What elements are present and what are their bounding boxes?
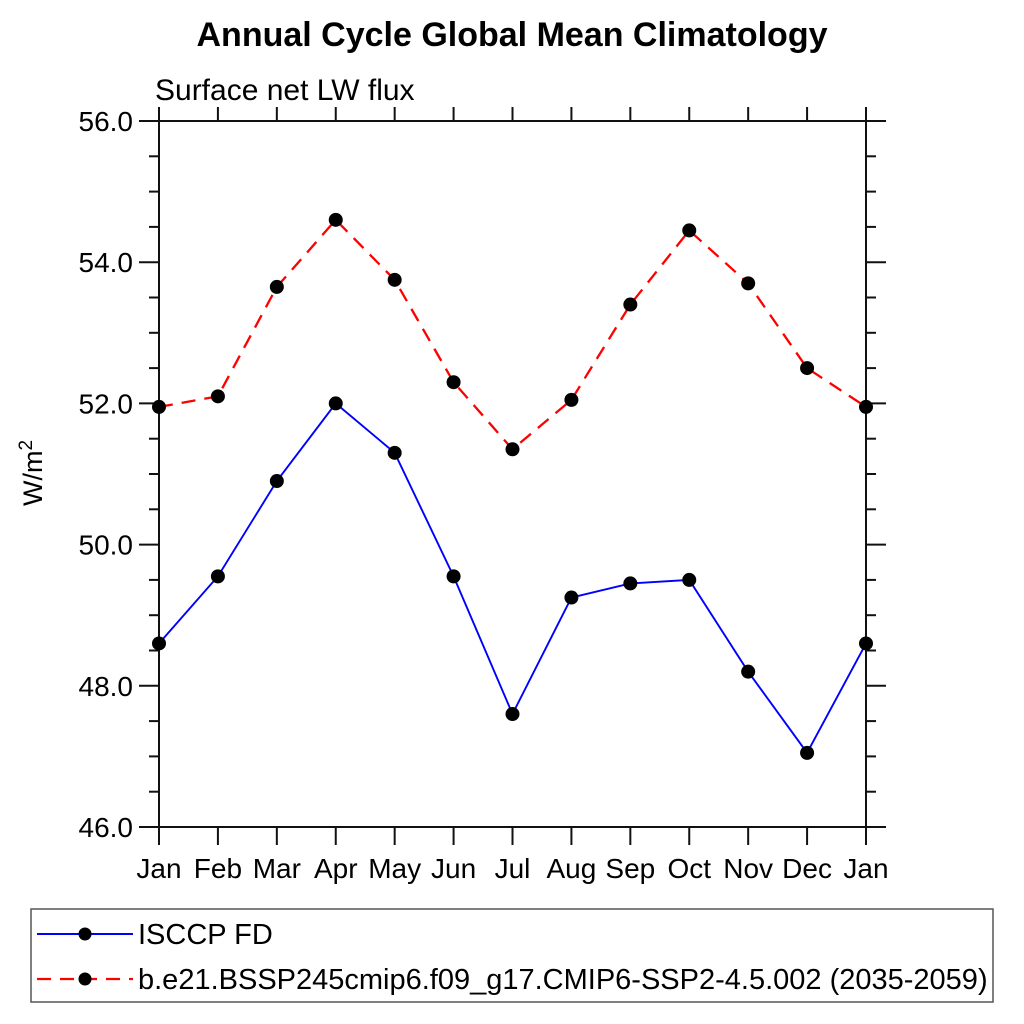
x-tick-label: Jan (843, 853, 888, 884)
data-point-marker (682, 223, 697, 238)
x-tick-label: Sep (605, 853, 655, 884)
x-tick-label: Oct (667, 853, 711, 884)
x-tick-label: Aug (547, 853, 597, 884)
x-tick-labels: Jan Feb Mar Apr May Jun Jul Aug Sep Oct Nov Dec Jan (136, 853, 888, 884)
data-point-marker (387, 445, 402, 460)
plot-frame (158, 120, 867, 828)
data-point-marker (859, 636, 873, 651)
data-point-marker (682, 572, 697, 587)
x-tick-label: Jan (136, 853, 181, 884)
data-point-marker (387, 272, 402, 287)
y-tick-labels: 46.0 48.0 50.0 52.0 54.0 56.0 (79, 106, 134, 843)
series-line-1 (158, 218, 867, 451)
data-point-marker (446, 569, 461, 584)
x-tick-label: Jul (495, 853, 531, 884)
y-axis-label: W/m2 (16, 440, 48, 506)
y-tick-label: 48.0 (79, 671, 134, 702)
data-point-marker (564, 392, 579, 407)
x-tick-label: Mar (253, 853, 301, 884)
legend-marker (78, 927, 92, 941)
data-point-marker (623, 576, 638, 591)
x-tick-label: May (368, 853, 421, 884)
data-point-marker (741, 664, 756, 679)
data-point-marker (564, 590, 579, 605)
y-tick-label: 52.0 (79, 388, 134, 419)
data-point-marker (859, 399, 873, 414)
data-point-marker (446, 375, 461, 390)
data-point-marker (152, 399, 166, 414)
x-tick-label: Apr (314, 853, 358, 884)
legend-marker (78, 972, 92, 986)
data-point-marker (623, 297, 638, 312)
data-point-marker (800, 361, 815, 376)
x-tick-label: Feb (194, 853, 242, 884)
plot-frame-group (158, 120, 867, 828)
y-tick-label: 56.0 (79, 106, 134, 137)
data-point-marker (505, 442, 520, 457)
legend-label: ISCCP FD (138, 919, 273, 951)
chart-title: Annual Cycle Global Mean Climatology (197, 16, 828, 54)
legend-box (30, 908, 994, 1003)
data-point-marker (210, 389, 225, 404)
data-point-marker (269, 279, 284, 294)
axis-ticks-group (139, 107, 886, 845)
data-point-marker (328, 212, 343, 227)
data-point-marker (210, 569, 225, 584)
data-point-marker (328, 396, 343, 411)
x-tick-label: Jun (431, 853, 476, 884)
y-tick-label: 54.0 (79, 247, 134, 278)
data-point-marker (741, 276, 756, 291)
data-point-marker (152, 636, 166, 651)
data-point-marker (800, 745, 815, 760)
y-tick-label: 50.0 (79, 530, 134, 561)
data-point-marker (269, 474, 284, 489)
y-tick-label: 46.0 (79, 812, 134, 843)
chart-subtitle: Surface net LW flux (155, 74, 415, 107)
legend: ISCCP FD b.e21.BSSP245cmip6.f09_g17.CMIP6… (30, 908, 994, 1003)
x-tick-label: Nov (723, 853, 773, 884)
x-tick-label: Dec (782, 853, 832, 884)
data-series-group (152, 212, 873, 760)
legend-label: b.e21.BSSP245cmip6.f09_g17.CMIP6-SSP2-4.… (138, 964, 988, 996)
data-point-marker (505, 707, 520, 722)
